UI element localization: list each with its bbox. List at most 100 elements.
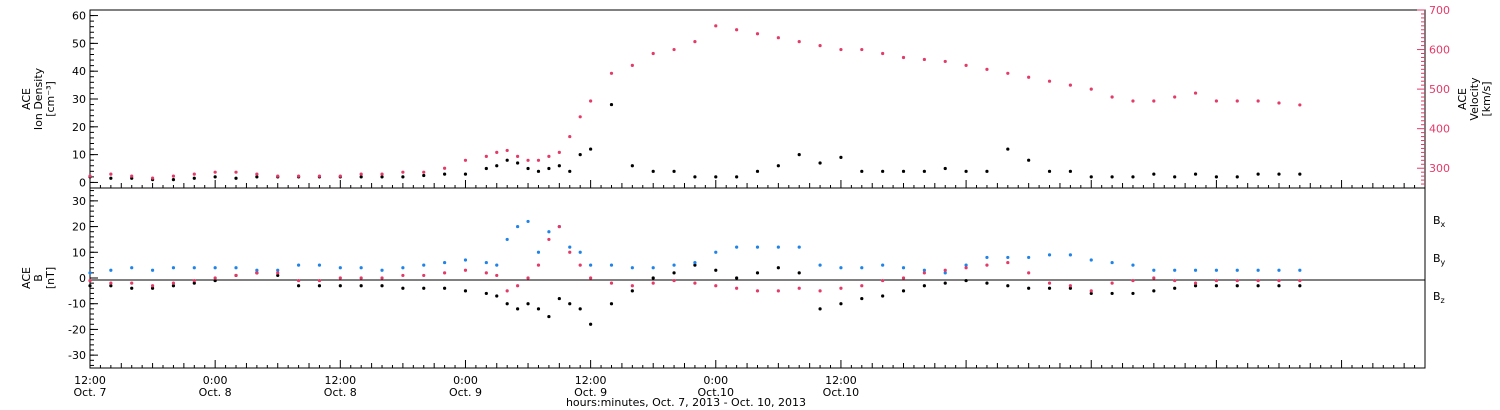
- data-point-Bx: [651, 276, 655, 280]
- data-point-Bz: [755, 289, 760, 293]
- data-point-Bx: [578, 307, 582, 311]
- data-point-red: [1173, 95, 1177, 99]
- data-point-red: [536, 158, 541, 162]
- data-point-Bx: [505, 302, 509, 306]
- data-point-black: [1047, 169, 1052, 173]
- data-point-red: [818, 44, 822, 48]
- top-y2tick-label: 600: [1429, 44, 1450, 57]
- data-point-red: [88, 174, 92, 178]
- data-point-By: [943, 271, 947, 275]
- data-point-red: [755, 32, 760, 36]
- data-point-Bz: [495, 273, 499, 278]
- data-point-black: [505, 158, 509, 162]
- data-point-Bz: [1089, 289, 1093, 293]
- data-point-red: [516, 154, 520, 158]
- xtick-date-label: Oct.10: [698, 386, 735, 399]
- data-point-Bx: [526, 302, 530, 306]
- data-point-Bx: [1027, 286, 1031, 290]
- data-point-red: [776, 36, 780, 40]
- data-point-Bx: [338, 284, 342, 288]
- xtick-time-label: 0:00: [203, 374, 228, 387]
- top-y2tick-label: 400: [1429, 123, 1450, 136]
- data-point-Bx: [776, 266, 780, 270]
- data-point-By: [860, 266, 864, 270]
- data-point-red: [547, 154, 551, 158]
- data-point-Bx: [1110, 291, 1114, 296]
- data-point-Bx: [714, 268, 718, 272]
- data-point-red: [463, 158, 468, 162]
- xtick-date-label: Oct. 8: [324, 386, 357, 399]
- top-series-group: [88, 24, 1302, 182]
- data-point-By: [985, 255, 989, 260]
- data-point-black: [516, 161, 520, 165]
- data-point-Bz: [401, 273, 405, 278]
- data-point-red: [526, 158, 530, 162]
- data-point-Bz: [1235, 278, 1239, 283]
- xtick-time-label: 12:00: [575, 374, 607, 387]
- data-point-By: [255, 268, 259, 272]
- data-point-red: [380, 172, 384, 176]
- data-point-black: [568, 169, 572, 173]
- data-point-Bz: [1047, 281, 1052, 285]
- data-point-By: [516, 224, 520, 229]
- data-point-red: [672, 47, 676, 52]
- data-point-red: [943, 59, 947, 64]
- data-point-Bx: [359, 284, 363, 288]
- top-y2label: ACE Velocity [km/s]: [1456, 77, 1493, 121]
- top-ytick-label: 10: [72, 149, 86, 162]
- data-point-Bx: [150, 286, 155, 290]
- data-point-black: [192, 176, 196, 180]
- data-point-Bz: [693, 281, 697, 285]
- data-point-red: [1193, 91, 1198, 95]
- data-point-Bx: [401, 286, 405, 290]
- data-point-red: [860, 47, 864, 52]
- data-point-By: [1235, 268, 1239, 272]
- data-point-Bz: [735, 286, 739, 290]
- data-point-red: [401, 170, 405, 174]
- data-point-black: [109, 176, 113, 180]
- data-point-By: [234, 266, 238, 270]
- data-point-Bx: [1006, 284, 1010, 288]
- data-point-red: [651, 51, 655, 56]
- data-point-Bx: [672, 271, 676, 275]
- data-point-By: [1089, 258, 1093, 262]
- data-point-By: [276, 268, 280, 272]
- data-point-By: [901, 266, 906, 270]
- data-point-By: [1298, 268, 1302, 272]
- bottom-ylabel-line2: B: [32, 274, 45, 282]
- data-point-Bz: [359, 276, 363, 280]
- data-point-red: [255, 172, 259, 176]
- data-point-Bz: [1173, 278, 1177, 283]
- bottom-ytick-label: 0: [79, 272, 86, 285]
- data-point-red: [1047, 79, 1052, 83]
- data-point-black: [1193, 172, 1198, 176]
- data-point-Bz: [578, 263, 582, 267]
- data-point-red: [171, 174, 176, 178]
- top-ylabel-line1: ACE: [20, 88, 33, 110]
- data-point-red: [922, 57, 926, 62]
- data-point-black: [1110, 175, 1114, 179]
- data-point-Bx: [536, 307, 541, 311]
- data-point-Bz: [526, 276, 530, 280]
- data-point-Bx: [1193, 284, 1198, 288]
- data-point-By: [1173, 268, 1177, 272]
- data-point-red: [1131, 99, 1135, 103]
- data-point-red: [338, 174, 342, 178]
- data-point-black: [860, 169, 864, 173]
- data-point-By: [755, 245, 760, 249]
- data-point-red: [1256, 99, 1260, 103]
- data-point-By: [1068, 253, 1072, 257]
- xtick-date-label: Oct. 9: [574, 386, 607, 399]
- data-point-By: [380, 268, 384, 272]
- data-point-Bz: [1152, 276, 1156, 280]
- data-point-By: [693, 260, 697, 265]
- data-point-Bz: [234, 273, 238, 278]
- xtick-date-label: Oct. 7: [73, 386, 106, 399]
- data-point-Bz: [547, 237, 551, 242]
- data-point-By: [839, 266, 843, 270]
- top-y2label-line1: ACE: [1456, 88, 1469, 110]
- bottom-ytick-label: -10: [68, 298, 86, 311]
- data-point-Bx: [943, 281, 947, 285]
- top-ytick-label: 40: [72, 65, 86, 78]
- data-point-Bz: [505, 289, 509, 293]
